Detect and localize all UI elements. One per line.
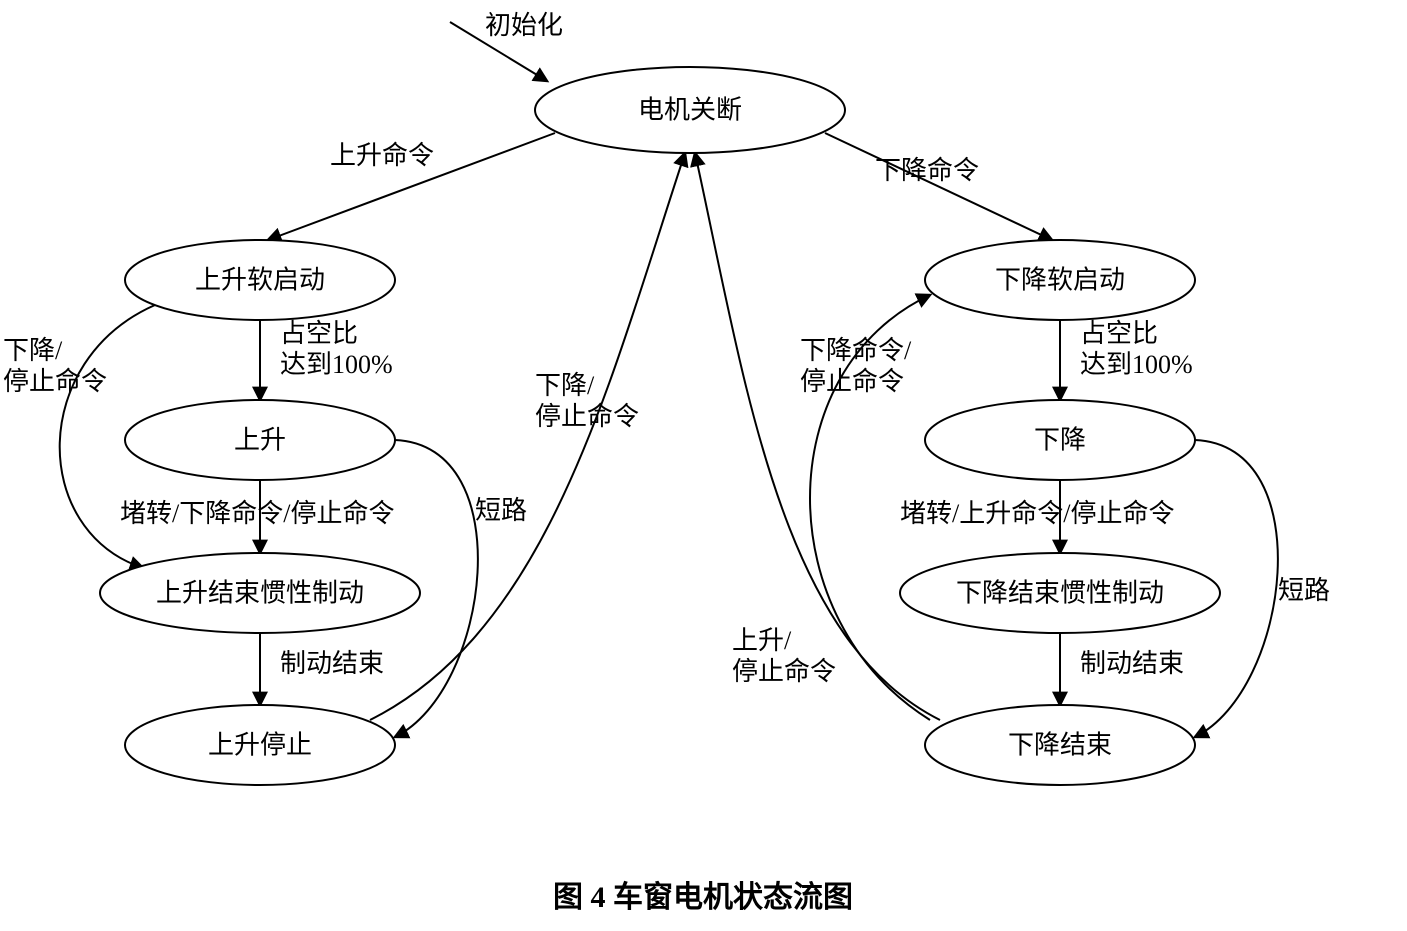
edge-label-down_brk_end: 制动结束 xyxy=(1080,648,1184,679)
node-label-down: 下降 xyxy=(1034,424,1086,455)
edge-label-up_to_brk: 堵转/下降命令/停止命令 xyxy=(120,498,394,529)
node-label-down_stop: 下降结束 xyxy=(1008,729,1112,760)
edge-label-down_short: 短路 xyxy=(1278,575,1330,606)
node-label-up_stop: 上升停止 xyxy=(208,729,312,760)
edge-label-down_stop_to_soft: 下降命令/ 停止命令 xyxy=(800,335,911,397)
edge-label-up_soft_to_brk: 下降/ 停止命令 xyxy=(3,335,107,397)
edge-cmd_down xyxy=(825,133,1052,240)
node-label-down_soft: 下降软启动 xyxy=(995,264,1125,295)
edge-label-up_to_off: 下降/ 停止命令 xyxy=(535,370,639,432)
node-label-up_soft: 上升软启动 xyxy=(195,264,325,295)
edge-label-up_brk_end: 制动结束 xyxy=(280,648,384,679)
edge-label-cmd_up: 上升命令 xyxy=(330,140,434,171)
edge-label-down_to_brk: 堵转/上升命令/停止命令 xyxy=(900,498,1174,529)
edge-label-up_short: 短路 xyxy=(475,495,527,526)
edge-up_to_off xyxy=(370,153,685,720)
edge-label-cmd_down: 下降命令 xyxy=(875,155,979,186)
node-label-off: 电机关断 xyxy=(638,94,742,125)
edge-label-down_to_off: 上升/ 停止命令 xyxy=(732,625,836,687)
state-diagram-canvas: 初始化上升命令 下降命令占空比 达到100% 堵转/下降命令/停止命令制动结束 下降/… xyxy=(0,0,1407,931)
edge-label-init: 初始化 xyxy=(485,10,563,41)
node-label-up_brake: 上升结束惯性制动 xyxy=(156,577,364,608)
edge-label-up_pwm100: 占空比 达到100% xyxy=(280,318,393,380)
node-label-up: 上升 xyxy=(234,424,286,455)
figure-caption: 图 4 车窗电机状态流图 xyxy=(553,880,853,916)
diagram-svg xyxy=(0,0,1407,931)
edge-label-down_pwm100: 占空比 达到100% xyxy=(1080,318,1193,380)
node-label-down_brake: 下降结束惯性制动 xyxy=(956,577,1164,608)
